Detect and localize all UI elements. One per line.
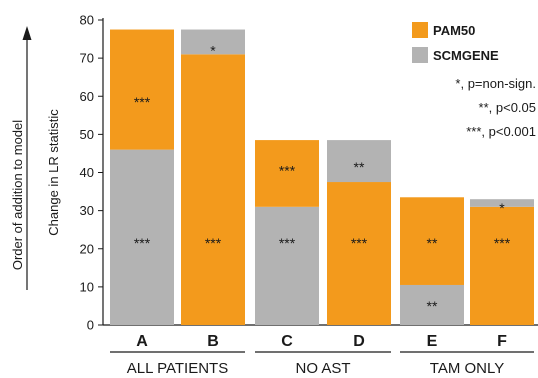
- group-label: NO AST: [295, 360, 350, 377]
- group-label: ALL PATIENTS: [127, 360, 228, 377]
- y-axis-title: Change in LR statistic: [46, 109, 61, 236]
- significance-note: *, p=non-sign.: [455, 76, 536, 91]
- y-tick-label: 10: [80, 279, 94, 294]
- bar-segment-B-pam50: [181, 54, 245, 325]
- y-tick-label: 70: [80, 51, 94, 66]
- category-label-B: B: [207, 333, 219, 350]
- sig-label-B-scmgene: *: [210, 43, 216, 59]
- legend-swatch-scmgene: [412, 47, 428, 63]
- y-tick-label: 30: [80, 203, 94, 218]
- bar-segment-E-scmgene: [400, 284, 464, 325]
- sig-label-F-scmgene: *: [499, 200, 505, 216]
- bar-segment-F-pam50: [470, 206, 534, 325]
- bar-segment-E-pam50: [400, 197, 464, 285]
- bar-segment-D-scmgene: [327, 140, 391, 183]
- significance-note: **, p<0.05: [479, 100, 536, 115]
- bar-segment-A-pam50: [110, 29, 174, 150]
- group-label: TAM ONLY: [430, 360, 504, 377]
- sig-label-E-scmgene: **: [427, 298, 438, 314]
- order-arrow-head: [22, 26, 32, 40]
- bar-segment-B-scmgene: [181, 29, 245, 55]
- y-tick-label: 20: [80, 241, 94, 256]
- category-label-F: F: [497, 333, 507, 350]
- sig-label-E-pam50: **: [427, 235, 438, 251]
- order-axis-title: Order of addition to model: [10, 120, 25, 270]
- bar-segment-C-scmgene: [255, 206, 319, 325]
- category-label-A: A: [136, 333, 148, 350]
- sig-label-D-pam50: ***: [351, 235, 368, 251]
- category-label-E: E: [427, 333, 438, 350]
- bar-segment-A-scmgene: [110, 149, 174, 325]
- y-tick-label: 80: [80, 13, 94, 28]
- sig-label-D-scmgene: **: [354, 159, 365, 175]
- y-tick-label: 0: [87, 318, 94, 333]
- y-tick-label: 60: [80, 89, 94, 104]
- category-label-D: D: [353, 333, 365, 350]
- legend-label-pam50: PAM50: [433, 23, 475, 38]
- bar-segment-D-pam50: [327, 182, 391, 325]
- legend-swatch-pam50: [412, 22, 428, 38]
- bar-segment-C-pam50: [255, 140, 319, 207]
- sig-label-A-pam50: ***: [134, 94, 151, 110]
- sig-label-F-pam50: ***: [494, 235, 511, 251]
- y-tick-label: 40: [80, 165, 94, 180]
- significance-note: ***, p<0.001: [466, 124, 536, 139]
- bar-segment-F-scmgene: [470, 199, 534, 207]
- y-tick-label: 50: [80, 127, 94, 142]
- sig-label-A-scmgene: ***: [134, 235, 151, 251]
- legend-label-scmgene: SCMGENE: [433, 48, 499, 63]
- category-label-C: C: [281, 333, 293, 350]
- sig-label-B-pam50: ***: [205, 235, 222, 251]
- sig-label-C-scmgene: ***: [279, 235, 296, 251]
- sig-label-C-pam50: ***: [279, 163, 296, 179]
